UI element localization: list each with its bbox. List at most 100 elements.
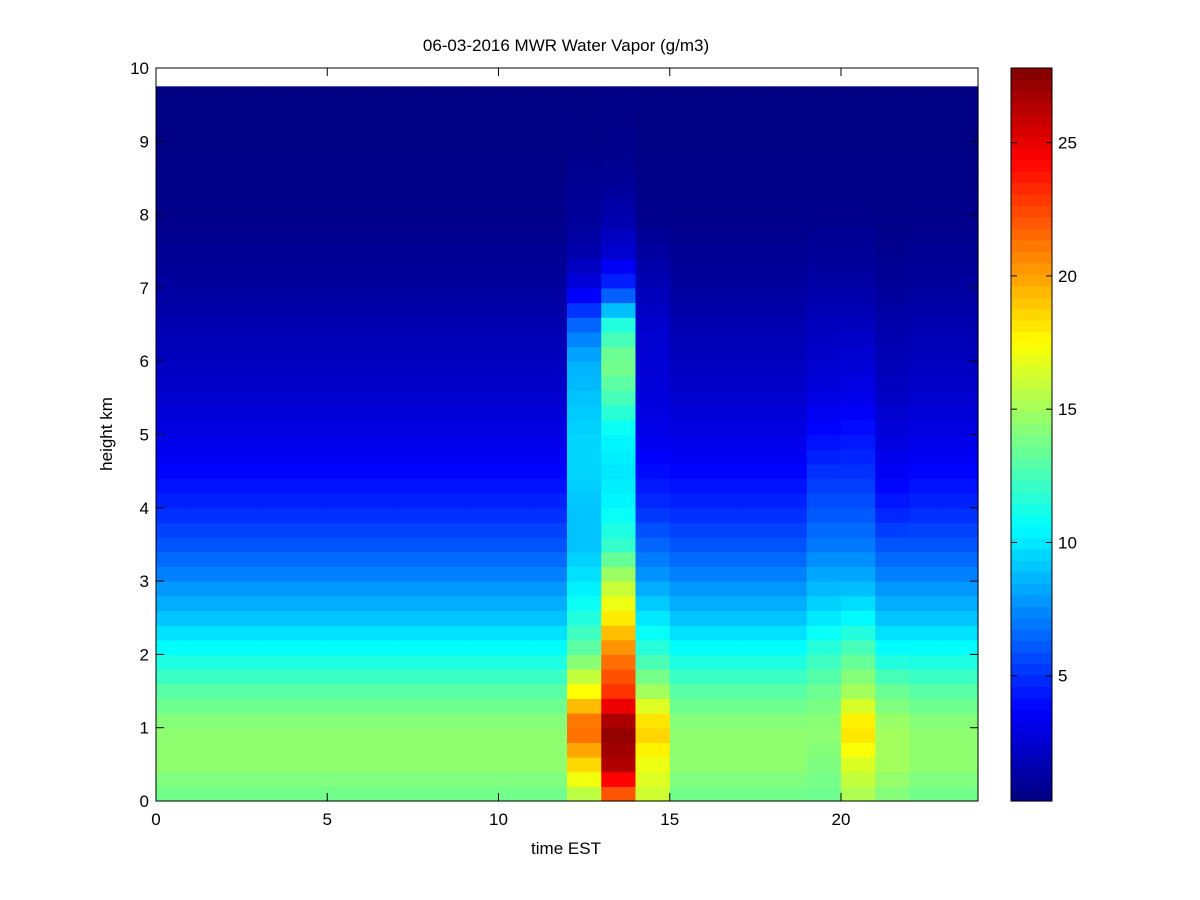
heatmap-cell: [498, 757, 534, 773]
heatmap-cell: [224, 258, 260, 274]
heatmap-cell: [704, 625, 739, 641]
heatmap-cell: [635, 654, 671, 670]
heatmap-cell: [601, 111, 637, 128]
heatmap-cell: [430, 683, 465, 699]
heatmap-cell: [430, 493, 465, 509]
heatmap-cell: [498, 478, 534, 494]
heatmap-cell: [464, 199, 500, 216]
heatmap-cell: [498, 390, 534, 406]
heatmap-cell: [361, 126, 397, 142]
heatmap-cell: [806, 331, 842, 348]
heatmap-cell: [464, 390, 500, 406]
heatmap-cell: [498, 86, 534, 98]
heatmap-cell: [190, 405, 226, 421]
heatmap-cell: [738, 581, 774, 597]
heatmap-cell: [909, 493, 945, 509]
heatmap-cell: [772, 273, 808, 289]
heatmap-cell: [875, 493, 911, 509]
heatmap-cell: [806, 683, 842, 699]
heatmap-cell: [704, 199, 739, 216]
heatmap-cell: [943, 375, 979, 392]
heatmap-cell: [669, 170, 705, 186]
heatmap-cell: [601, 625, 637, 641]
heatmap-cell: [635, 786, 671, 802]
heatmap-cell: [156, 742, 191, 758]
heatmap-cell: [909, 610, 945, 626]
colorbar-swatch: [1011, 205, 1052, 218]
heatmap-cell: [293, 786, 328, 802]
heatmap-cell: [224, 302, 260, 318]
heatmap-cell: [190, 654, 226, 670]
heatmap-cell: [498, 141, 534, 157]
heatmap-cell: [258, 361, 294, 377]
heatmap-cell: [669, 786, 705, 802]
heatmap-cell: [430, 199, 465, 216]
x-tick-label: 15: [660, 810, 679, 829]
heatmap-cell: [430, 243, 465, 260]
heatmap-cell: [772, 97, 808, 113]
heatmap-cell: [498, 522, 534, 538]
heatmap-cell: [361, 698, 397, 714]
heatmap-cell: [841, 155, 876, 172]
heatmap-cell: [498, 742, 534, 758]
heatmap-cell: [738, 742, 774, 758]
heatmap-cell: [738, 713, 774, 729]
heatmap-cell: [704, 375, 739, 392]
heatmap-cell: [738, 258, 774, 274]
heatmap-cell: [669, 698, 705, 714]
colorbar-swatch: [1011, 274, 1052, 287]
heatmap-cell: [567, 654, 602, 670]
heatmap-cell: [635, 111, 671, 128]
heatmap-cell: [704, 463, 739, 480]
heatmap-cell: [635, 185, 671, 201]
heatmap-cell: [532, 229, 568, 245]
heatmap-cell: [258, 786, 294, 802]
heatmap-cell: [156, 273, 191, 289]
heatmap-cell: [258, 405, 294, 421]
heatmap-cell: [327, 141, 363, 157]
heatmap-cell: [156, 170, 191, 186]
heatmap-cell: [772, 331, 808, 348]
heatmap-cell: [909, 111, 945, 128]
heatmap-cell: [841, 771, 876, 787]
heatmap-cell: [498, 317, 534, 333]
heatmap-cell: [704, 595, 739, 612]
heatmap-cell: [841, 698, 876, 714]
heatmap-cell: [875, 434, 911, 450]
heatmap-cell: [430, 463, 465, 480]
heatmap-cell: [943, 713, 979, 729]
heatmap-cell: [156, 111, 191, 128]
heatmap-cell: [395, 478, 431, 494]
heatmap-cell: [601, 405, 637, 421]
heatmap-cell: [841, 185, 876, 201]
heatmap-cell: [909, 654, 945, 670]
heatmap-cell: [943, 449, 979, 465]
heatmap-cell: [875, 375, 911, 392]
heatmap-cell: [875, 449, 911, 465]
heatmap-cell: [669, 375, 705, 392]
heatmap-cell: [875, 97, 911, 113]
heatmap-cell: [841, 639, 876, 655]
heatmap-cell: [258, 566, 294, 582]
heatmap-cell: [567, 713, 602, 729]
heatmap-cell: [156, 698, 191, 714]
heatmap-cell: [258, 141, 294, 157]
heatmap-cell: [224, 625, 260, 641]
heatmap-cell: [395, 757, 431, 773]
x-tick-label: 5: [323, 810, 332, 829]
heatmap-cell: [841, 111, 876, 128]
heatmap-cell: [704, 522, 739, 538]
heatmap-cell: [567, 449, 602, 465]
heatmap-cell: [156, 757, 191, 773]
heatmap-cell: [361, 478, 397, 494]
heatmap-cell: [430, 302, 465, 318]
heatmap-cell: [258, 243, 294, 260]
heatmap-cell: [841, 170, 876, 186]
heatmap-cell: [806, 361, 842, 377]
heatmap-cell: [395, 390, 431, 406]
heatmap-cell: [532, 727, 568, 743]
heatmap-cell: [635, 258, 671, 274]
heatmap-cell: [635, 742, 671, 758]
heatmap-cell: [395, 229, 431, 245]
heatmap-cell: [841, 243, 876, 260]
